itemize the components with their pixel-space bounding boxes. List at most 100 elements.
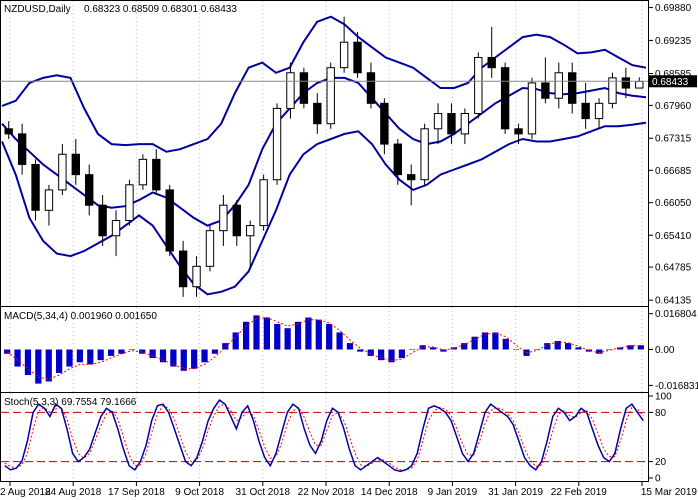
stoch-tick-label: 20 xyxy=(655,457,667,468)
macd-bar xyxy=(596,349,603,354)
candle xyxy=(460,108,470,145)
macd-bar xyxy=(513,349,520,350)
stoch-axis-ticks: 100 80 20 0 xyxy=(649,392,672,485)
macd-bar xyxy=(585,349,592,352)
price-axis-ticks: 0.69880 0.69235 0.68585 0.67960 0.67315 0.666… xyxy=(649,3,692,307)
macd-bar xyxy=(232,332,239,350)
macd-tick-label: 0.016804 xyxy=(655,309,697,320)
candle-body xyxy=(232,204,241,237)
macd-bar xyxy=(222,343,229,350)
candle xyxy=(4,121,13,139)
macd-pane: 0.016804 0.00 -0.016831 MACD(5,34,4) 0.001… xyxy=(0,306,698,393)
candle-body xyxy=(4,128,13,135)
price-tick-label: 0.69880 xyxy=(655,3,692,14)
date-tick-label: 31 Oct 2018 xyxy=(236,487,291,498)
price-grid xyxy=(9,1,643,306)
stoch-tick-label: 100 xyxy=(655,392,672,403)
macd-bar xyxy=(159,349,167,363)
macd-bar xyxy=(367,349,374,356)
candle-body xyxy=(272,107,282,181)
candle xyxy=(313,93,322,134)
candle-body xyxy=(205,230,215,267)
date-tick-label: 22 Feb 2019 xyxy=(551,487,608,498)
macd-label: MACD(5,34,4) 0.001960 0.001650 xyxy=(4,311,157,322)
candle-body xyxy=(366,72,376,104)
macd-bar xyxy=(45,349,52,382)
macd-bar xyxy=(450,347,457,350)
candle xyxy=(178,240,188,297)
candle xyxy=(192,256,201,297)
macd-tick-label: -0.016831 xyxy=(655,381,698,392)
macd-bar xyxy=(201,349,208,363)
candle xyxy=(474,52,483,119)
candle-body xyxy=(407,174,416,181)
date-tick-label: 31 Jan 2019 xyxy=(488,487,543,498)
macd-bar xyxy=(440,349,447,352)
candle-body xyxy=(138,158,148,186)
date-tick-label: 24 Aug 2018 xyxy=(45,487,102,498)
macd-bar xyxy=(87,349,94,365)
bollinger-bands xyxy=(1,15,647,296)
date-tick-label: 9 Jan 2019 xyxy=(428,487,478,498)
stoch-label: Stoch(5,3,3) 69.7554 79.1666 xyxy=(4,397,137,408)
candle-body xyxy=(621,77,631,89)
candle xyxy=(125,179,134,226)
candle-body xyxy=(581,102,590,120)
candle xyxy=(407,164,416,206)
macd-bar xyxy=(616,347,624,350)
macd-bar xyxy=(180,349,187,371)
candle-body xyxy=(326,67,335,125)
macd-bar xyxy=(56,349,63,373)
macd-bar xyxy=(461,343,468,350)
candle xyxy=(272,103,282,185)
macd-bar xyxy=(388,349,395,363)
macd-signal xyxy=(6,316,641,380)
macd-bar xyxy=(315,319,322,350)
macd-bar xyxy=(274,323,281,350)
macd-bar xyxy=(305,317,312,350)
candle xyxy=(366,62,376,109)
stoch-tick-label: 0 xyxy=(655,474,661,485)
candle-body xyxy=(380,102,389,145)
macd-bar xyxy=(627,345,634,350)
candle-body xyxy=(353,41,362,74)
price-tick-label: 0.64135 xyxy=(655,296,692,307)
candle xyxy=(299,67,309,109)
price-tick-label: 0.68585 xyxy=(655,69,692,80)
date-tick-label: 9 Oct 2018 xyxy=(175,487,224,498)
macd-bar xyxy=(294,321,302,350)
price-tick-label: 0.65410 xyxy=(655,231,692,242)
macd-bar xyxy=(378,349,385,361)
candle-body xyxy=(192,265,201,288)
current-price-tag xyxy=(649,75,697,88)
macd-signal-line xyxy=(6,316,641,380)
macd-bar xyxy=(419,345,426,350)
lower-band-line xyxy=(1,121,647,296)
macd-bar xyxy=(107,349,115,356)
candle xyxy=(219,195,228,246)
candle xyxy=(420,123,429,185)
price-pane-frame xyxy=(0,0,649,307)
candle-body xyxy=(71,153,80,176)
candle-body xyxy=(58,153,67,191)
candle xyxy=(152,149,161,196)
stoch-tick-label: 80 xyxy=(655,408,667,419)
candle-body xyxy=(259,179,268,227)
macd-bar xyxy=(24,349,32,376)
price-tick-label: 0.67315 xyxy=(655,134,692,145)
candle-body xyxy=(568,72,577,104)
candle xyxy=(205,225,215,272)
price-tick-label: 0.66685 xyxy=(655,166,692,177)
macd-bar xyxy=(118,349,125,354)
macd-bar xyxy=(14,349,21,367)
stoch-d-line xyxy=(4,403,644,471)
macd-bar xyxy=(346,343,354,350)
macd-bar xyxy=(170,349,177,367)
stoch-lines xyxy=(4,399,644,473)
candle-body xyxy=(286,72,295,109)
candle xyxy=(339,16,349,73)
macd-bar xyxy=(35,349,42,384)
date-tick-label: 17 Sep 2018 xyxy=(108,487,165,498)
candle xyxy=(554,62,563,109)
